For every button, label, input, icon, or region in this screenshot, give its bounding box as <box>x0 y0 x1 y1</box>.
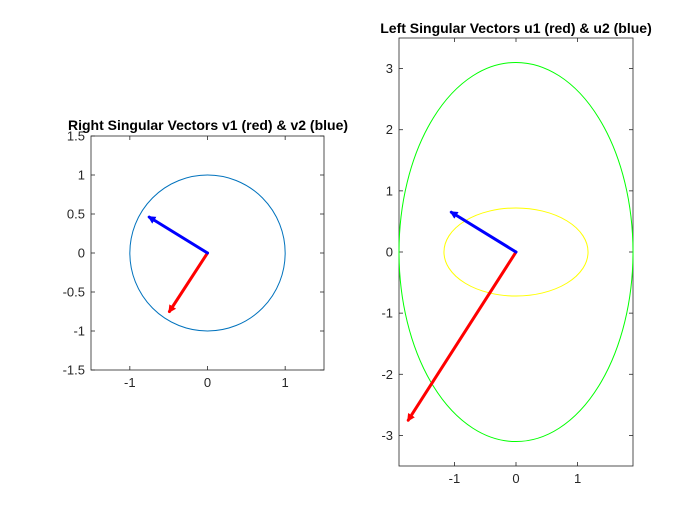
plot-marks-right <box>129 174 286 332</box>
y-tick-label: 2 <box>386 122 393 137</box>
y-tick-label: -2 <box>381 367 393 382</box>
ellipse-curve <box>398 61 634 443</box>
y-tick-label: -1.5 <box>63 363 85 378</box>
vector-red <box>406 250 518 422</box>
y-tick-label: 1.5 <box>67 129 85 144</box>
ellipse-curve <box>443 207 589 297</box>
y-tick-label: -1 <box>381 306 393 321</box>
x-tick-label: -1 <box>449 471 461 486</box>
y-tick-label: -1 <box>73 324 85 339</box>
x-tick-label: 0 <box>204 375 211 390</box>
y-tick-label: 1 <box>78 168 85 183</box>
ellipse-curve <box>129 174 286 332</box>
y-tick-label: -3 <box>381 428 393 443</box>
y-tick-label: 0 <box>78 246 85 261</box>
x-tick-label: 1 <box>282 375 289 390</box>
subplot-right-singular-vectors: Right Singular Vectors v1 (red) & v2 (bl… <box>63 117 348 390</box>
x-tick-label: -1 <box>124 375 136 390</box>
axes-ticks-left: -1 0 1 -3 -2 -1 0 1 2 3 <box>381 38 633 486</box>
vector-blue <box>147 215 209 255</box>
y-tick-label: 3 <box>386 61 393 76</box>
vector-red <box>167 251 209 314</box>
y-tick-label: 1 <box>386 183 393 198</box>
x-tick-label: 1 <box>574 471 581 486</box>
y-tick-label: 0.5 <box>67 207 85 222</box>
chart-title-left: Left Singular Vectors u1 (red) & u2 (blu… <box>380 20 651 36</box>
axes-ticks-right: -1 0 1 -1.5 -1 -0.5 0 0.5 1 1.5 <box>63 129 324 390</box>
plot-marks-left <box>398 61 634 443</box>
y-tick-label: -0.5 <box>63 285 85 300</box>
chart-title-right: Right Singular Vectors v1 (red) & v2 (bl… <box>68 117 348 133</box>
x-tick-label: 0 <box>512 471 519 486</box>
vector-blue <box>449 210 518 254</box>
y-tick-label: 0 <box>386 245 393 260</box>
subplot-left-singular-vectors: Left Singular Vectors u1 (red) & u2 (blu… <box>380 20 651 486</box>
